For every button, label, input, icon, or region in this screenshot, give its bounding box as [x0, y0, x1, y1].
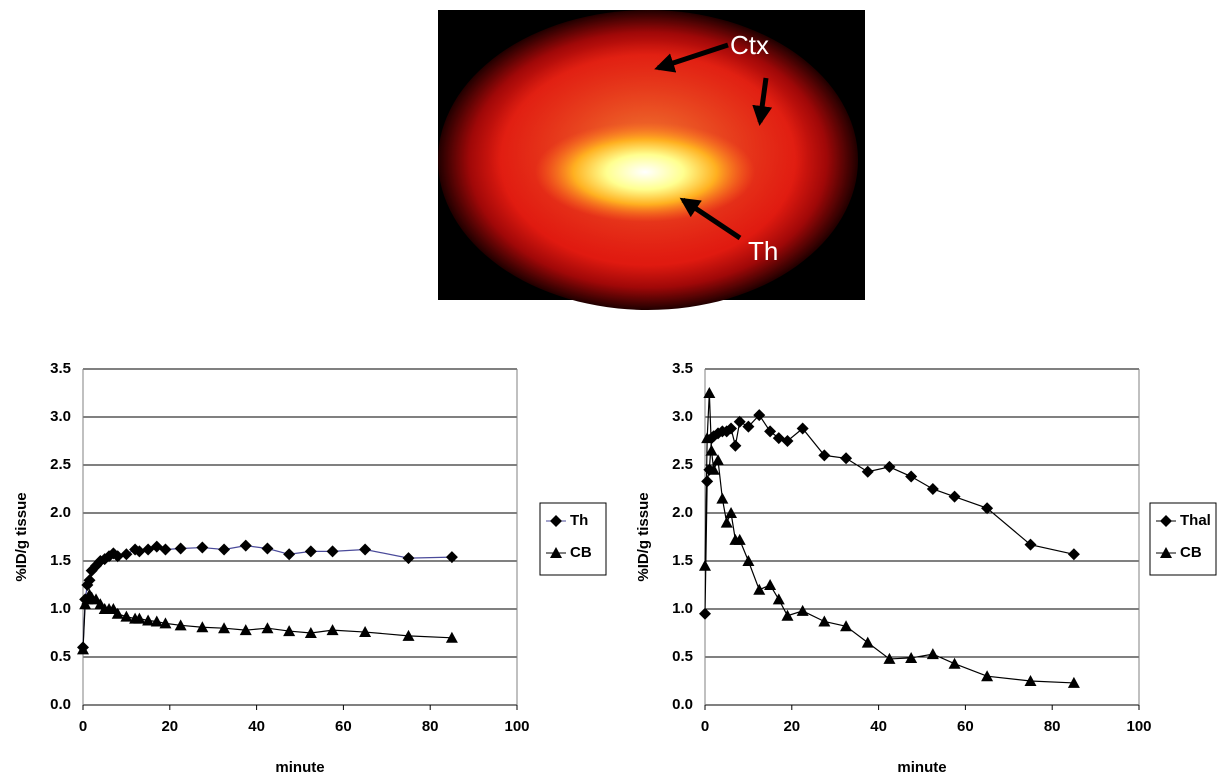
data-point — [927, 483, 939, 495]
x-tick-label: 40 — [248, 718, 265, 735]
data-point — [797, 605, 809, 616]
pet-image: Ctx Th — [438, 10, 865, 310]
data-point — [721, 517, 733, 528]
y-tick-label: 1.0 — [672, 600, 693, 617]
y-tick-label: 3.0 — [50, 408, 71, 425]
series-line — [705, 393, 1074, 683]
data-point — [862, 466, 874, 478]
legend-label: CB — [1180, 544, 1202, 561]
y-tick-label: 0.0 — [672, 696, 693, 713]
image-label: Th — [748, 236, 778, 266]
y-tick-label: 0.0 — [50, 696, 71, 713]
data-point — [327, 545, 339, 557]
data-point — [927, 648, 939, 659]
data-point — [729, 440, 741, 452]
data-point — [240, 540, 252, 552]
data-point — [283, 548, 295, 560]
data-point — [701, 475, 713, 487]
data-point — [261, 622, 273, 633]
x-tick-label: 0 — [701, 718, 709, 735]
page: {"image": {"labels": ["Ctx", "Th"]}, "ch… — [0, 0, 1229, 778]
x-tick-label: 20 — [783, 718, 800, 735]
y-tick-label: 3.0 — [672, 408, 693, 425]
x-tick-label: 20 — [161, 718, 178, 735]
data-point — [175, 543, 187, 555]
data-point — [773, 593, 785, 604]
x-tick-label: 60 — [335, 718, 352, 735]
data-point — [699, 608, 711, 620]
data-point — [716, 493, 728, 504]
y-tick-label: 2.5 — [672, 456, 693, 473]
legend-label: Thal — [1180, 512, 1211, 529]
legend-label: CB — [570, 544, 592, 561]
data-point — [261, 543, 273, 555]
y-tick-label: 1.5 — [672, 552, 693, 569]
x-axis-label: minute — [897, 759, 946, 773]
data-point — [949, 491, 961, 503]
image-label: Ctx — [730, 30, 769, 60]
legend: Thal CB — [1150, 503, 1216, 575]
y-axis-label: %ID/g tissue — [13, 492, 30, 581]
data-point — [712, 454, 724, 465]
y-tick-label: 1.0 — [50, 600, 71, 617]
data-point — [218, 543, 230, 555]
legend-label: Th — [570, 512, 588, 529]
data-point — [781, 610, 793, 621]
data-point — [403, 552, 415, 564]
data-point — [327, 624, 339, 635]
data-point — [905, 471, 917, 483]
y-axis-label: %ID/g tissue — [635, 492, 652, 581]
data-point — [949, 658, 961, 669]
chart: 0.0 0.5 1.0 1.5 2.0 2.5 3.0 3.5 0 20 40 60 80 100 minu… — [13, 360, 606, 773]
data-point — [305, 545, 317, 557]
data-point — [764, 579, 776, 590]
x-tick-label: 80 — [1044, 718, 1061, 735]
y-tick-label: 0.5 — [50, 648, 71, 665]
data-point — [196, 542, 208, 554]
x-tick-label: 0 — [79, 718, 87, 735]
x-tick-label: 100 — [504, 718, 529, 735]
y-tick-label: 0.5 — [672, 648, 693, 665]
x-tick-label: 60 — [957, 718, 974, 735]
data-point — [981, 670, 993, 681]
data-point — [862, 637, 874, 648]
y-tick-label: 3.5 — [672, 360, 693, 377]
x-tick-label: 40 — [870, 718, 887, 735]
x-tick-label: 80 — [422, 718, 439, 735]
y-tick-label: 2.5 — [50, 456, 71, 473]
data-point — [764, 425, 776, 437]
y-tick-label: 3.5 — [50, 360, 71, 377]
data-point — [883, 461, 895, 473]
data-point — [818, 449, 830, 461]
data-point — [359, 543, 371, 555]
x-tick-label: 100 — [1126, 718, 1151, 735]
x-axis-label: minute — [275, 759, 324, 773]
data-point — [1068, 548, 1080, 560]
data-point — [753, 584, 765, 595]
chart: 0.0 0.5 1.0 1.5 2.0 2.5 3.0 3.5 0 20 40 60 80 100 minu… — [635, 360, 1216, 773]
thalamus-region — [535, 122, 755, 222]
series-line — [705, 415, 1074, 614]
data-point — [840, 452, 852, 464]
data-point — [818, 615, 830, 626]
y-tick-label: 2.0 — [50, 504, 71, 521]
legend: Th CB — [540, 503, 606, 575]
y-tick-label: 2.0 — [672, 504, 693, 521]
figure: Ctx Th 0.0 0.5 1.0 1.5 2.0 2.5 3.0 3.5 0 20 40 60 80… — [0, 0, 1229, 773]
y-tick-label: 1.5 — [50, 552, 71, 569]
